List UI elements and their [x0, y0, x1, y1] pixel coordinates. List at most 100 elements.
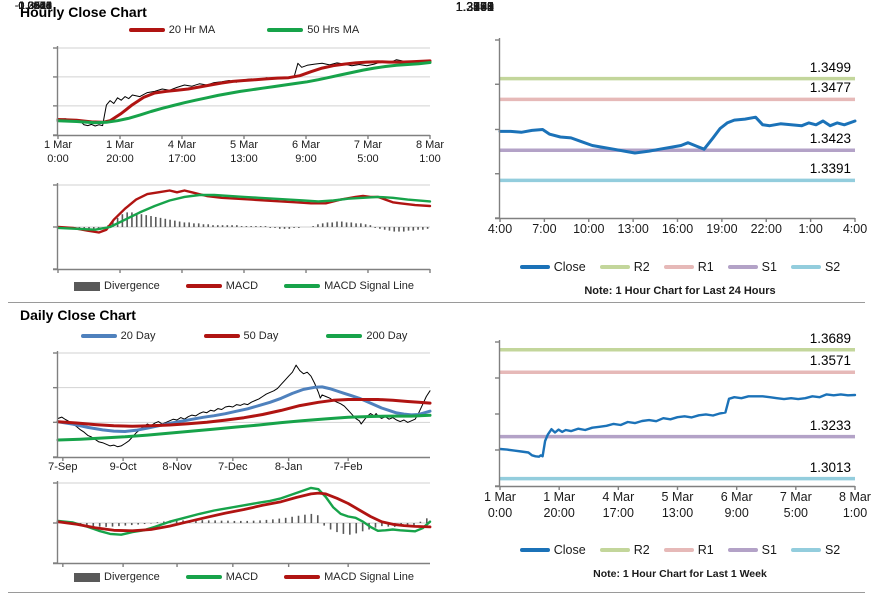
close-line [498, 115, 857, 155]
x-tick-label: 4 Mar 17:00 [602, 490, 635, 520]
x-tick-label: 10:00 [573, 222, 605, 236]
y-tick-label: 1.3370 [18, 0, 52, 12]
y-tick-label: 1.3226 [18, 0, 52, 12]
legend-label: MACD Signal Line [324, 280, 414, 292]
x-tick-label: 1:00 [798, 222, 823, 236]
hourly-section-title: Hourly Close Chart [20, 4, 147, 20]
y-tick-label: 1.3351 [455, 0, 494, 14]
legend-label: 20 Day [120, 330, 156, 342]
bottom-divider [8, 592, 865, 593]
y-tick-label: 1.3352 [455, 0, 494, 14]
legend-item: R2 [599, 260, 650, 274]
20-hr-ma-line [56, 59, 432, 124]
line-swatch-red [128, 28, 165, 32]
legend-item: MACD Signal Line [284, 280, 414, 292]
legend-item: S1 [727, 543, 777, 557]
legend-label: R1 [697, 260, 714, 274]
x-tick-label: 1 Mar 20:00 [105, 139, 135, 165]
50-day-line [56, 398, 432, 428]
pivot-value-s1: 1.3423 [809, 131, 851, 147]
close-line [57, 364, 431, 448]
legend-item: 50 Hrs MA [267, 24, 359, 36]
close-line [57, 59, 431, 127]
line-swatch-red [203, 334, 240, 338]
y-tick-label: 1.3514 [18, 0, 52, 12]
legend-label: S2 [824, 543, 841, 557]
20-day-line [56, 385, 432, 433]
pivot-value-r2: 1.3689 [809, 330, 851, 346]
line-swatch-blue [519, 548, 550, 552]
line-swatch-lightblue [790, 548, 821, 552]
legend-item: MACD Signal Line [284, 571, 414, 583]
line-swatch-blue [519, 265, 550, 269]
legend-label: MACD [225, 280, 259, 292]
y-tick-label: -0.0154 [14, 0, 52, 12]
legend-label: 50 Hrs MA [307, 24, 360, 36]
line-swatch-lightblue [790, 265, 821, 269]
y-tick-label: 1.3541 [455, 0, 494, 14]
line-swatch-pink [663, 265, 694, 269]
x-tick-label: 4 Mar 17:00 [167, 139, 197, 165]
y-tick-label: 1.3398 [455, 0, 494, 14]
legend-item: 20 Hr MA [128, 24, 216, 36]
x-tick-label: 7-Dec [218, 461, 248, 473]
legend-item: 20 Day [80, 330, 156, 342]
pivot-value-s2: 1.3391 [809, 161, 851, 177]
legend-label: S1 [761, 543, 777, 557]
legend-item: R2 [599, 543, 650, 557]
y-tick-label: 1.3511 [19, 0, 52, 12]
hourly-pivot-legend: Close R2 R1 S1 S2 [500, 260, 860, 274]
section-divider [8, 302, 865, 303]
daily-section-title: Daily Close Chart [20, 307, 136, 323]
weekly-pivot-legend: Close R2 R1 S1 S2 [500, 543, 860, 557]
legend-item: MACD [185, 280, 259, 292]
x-tick-label: 22:00 [750, 222, 782, 236]
bar-swatch-gray [74, 281, 101, 291]
legend-label: MACD [225, 571, 259, 583]
pivot-value-r1: 1.3477 [809, 80, 851, 96]
weekly-chart-note: Note: 1 Hour Chart for Last 1 Week [593, 568, 767, 580]
daily-ma-legend: 20 Day 50 Day 200 Day [58, 330, 430, 342]
line-swatch-olive [599, 548, 630, 552]
line-swatch-green [326, 334, 363, 338]
legend-label: R1 [697, 543, 714, 557]
y-tick-label: 0.0000 [18, 0, 52, 12]
x-tick-label: 8 Mar 1:00 [839, 490, 871, 520]
x-tick-label: 19:00 [706, 222, 738, 236]
legend-item: Divergence [74, 280, 160, 292]
x-tick-label: 16:00 [661, 222, 694, 236]
50-hrs-ma-line [56, 61, 432, 125]
line-swatch-green [267, 28, 304, 32]
y-tick-label: 1.2655 [18, 0, 52, 12]
y-tick-label: 1.3083 [18, 0, 52, 12]
legend-label: 200 Day [366, 330, 408, 342]
y-tick-label: 1.3445 [455, 0, 494, 14]
y-tick-label: 0.0046 [18, 0, 52, 12]
line-swatch-red [284, 575, 321, 579]
y-tick-label: 1.3540 [455, 0, 494, 14]
legend-label: S1 [761, 260, 777, 274]
x-tick-label: 8 Mar 1:00 [415, 139, 445, 165]
x-tick-label: 5 Mar 13:00 [229, 139, 259, 165]
y-tick-label: 1.2974 [455, 0, 494, 14]
macd-line [56, 486, 432, 536]
legend-label: 20 Hr MA [168, 24, 216, 36]
legend-item: 50 Day [203, 330, 278, 342]
pivot-value-r1: 1.3571 [809, 353, 851, 369]
legend-label: Divergence [104, 280, 160, 292]
line-swatch-red [185, 284, 222, 288]
hourly-ma-legend: 20 Hr MA 50 Hrs MA [58, 24, 430, 36]
legend-item: S1 [727, 260, 777, 274]
line-swatch-green [284, 284, 321, 288]
x-tick-label: 1 Mar 0:00 [43, 139, 73, 165]
x-tick-label: 9-Oct [109, 461, 137, 473]
y-tick-label: 1.3939 [18, 0, 52, 12]
x-tick-label: 7:00 [532, 222, 557, 236]
legend-label: Close [553, 260, 586, 274]
daily-macd-legend: Divergence MACD MACD Signal Line [58, 571, 430, 583]
y-tick-label: 1.3493 [455, 0, 494, 14]
line-swatch-purple [727, 265, 758, 269]
legend-label: S2 [824, 260, 841, 274]
legend-item: MACD [185, 571, 259, 583]
